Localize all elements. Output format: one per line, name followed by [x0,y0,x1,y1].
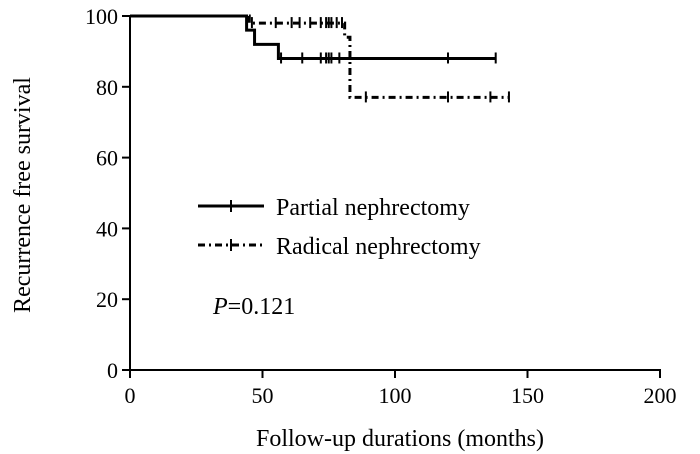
y-tick-label: 40 [96,216,118,241]
axes [129,15,661,371]
x-tick-label: 50 [252,383,274,408]
x-axis-label: Follow-up durations (months) [256,426,544,452]
x-tick-label: 100 [379,383,412,408]
series-line-radical [130,14,509,99]
legend-label-partial: Partial nephrectomy [276,195,470,221]
x-axis-ticks: 0 50 100 150 200 [125,370,677,408]
legend-item-partial: Partial nephrectomy [198,195,470,221]
x-tick-label: 150 [511,383,544,408]
y-tick-label: 60 [96,146,118,171]
legend: Partial nephrectomy Radical nephrectomy [198,195,481,260]
legend-label-radical: Radical nephrectomy [276,234,481,260]
y-axis-label: Recurrence free survival [10,77,36,313]
y-axis-ticks: 0 20 40 60 80 100 [85,4,130,383]
x-tick-label: 0 [125,383,136,408]
y-tick-label: 20 [96,287,118,312]
x-tick-label: 200 [644,383,677,408]
p-symbol: P [212,294,228,320]
p-value-annotation: P=0.121 [212,294,295,320]
series-line-partial [130,14,496,60]
y-tick-label: 100 [85,4,118,29]
p-value: =0.121 [228,294,296,320]
y-tick-label: 80 [96,75,118,100]
legend-item-radical: Radical nephrectomy [198,234,481,260]
y-tick-label: 0 [107,358,118,383]
plot-area [130,14,510,103]
